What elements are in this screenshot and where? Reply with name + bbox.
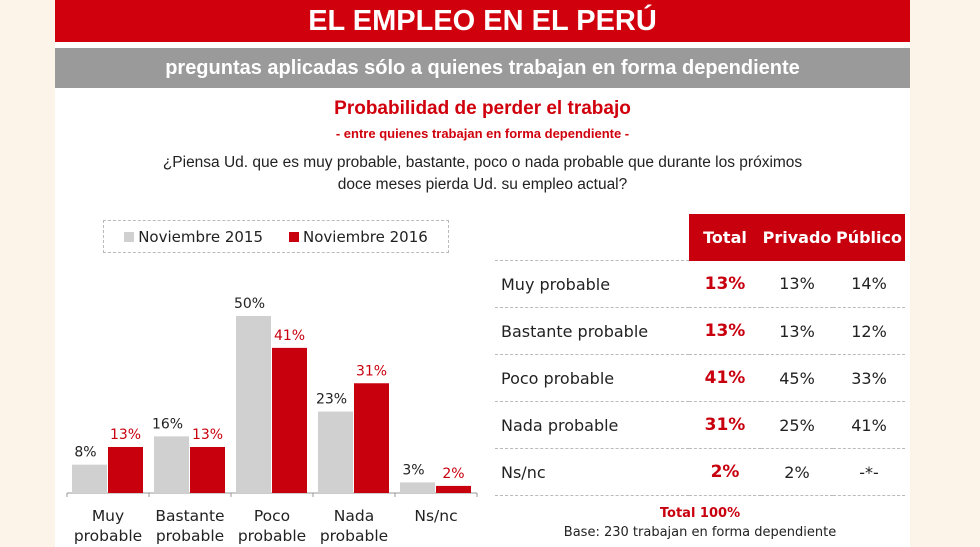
cell-total: 2% xyxy=(689,448,761,496)
data-label: 16% xyxy=(152,416,183,432)
cell-privado: 25% xyxy=(761,401,833,449)
category-label: probable xyxy=(238,527,306,545)
category-label: Bastante xyxy=(155,507,224,525)
header-total: Total xyxy=(689,214,761,261)
table-row: Poco probable 41% 45% 33% xyxy=(495,354,905,402)
data-label: 8% xyxy=(74,445,96,461)
row-label: Muy probable xyxy=(495,260,689,308)
cell-publico: 41% xyxy=(833,401,905,449)
table-total: Total 100% xyxy=(659,506,741,521)
cell-total: 41% xyxy=(689,354,761,402)
cell-publico: -*- xyxy=(833,448,905,496)
chart-subtitle: - entre quienes trabajan en forma depend… xyxy=(335,126,630,141)
legend-swatch xyxy=(124,231,135,242)
legend-item-2015: Noviembre 2015 xyxy=(124,228,263,246)
legend-label: Noviembre 2015 xyxy=(138,227,263,246)
data-label: 23% xyxy=(316,392,347,408)
cell-total: 13% xyxy=(689,307,761,355)
header-privado: Privado xyxy=(761,214,833,261)
bar-2016 xyxy=(108,446,143,493)
bar-2016 xyxy=(354,383,389,493)
row-label: Ns/nc xyxy=(495,448,689,496)
data-label: 2% xyxy=(442,466,464,482)
chart-legend: Noviembre 2015 Noviembre 2016 xyxy=(103,220,449,253)
cell-privado: 45% xyxy=(761,354,833,402)
data-label: 3% xyxy=(402,462,424,478)
bar-2015 xyxy=(318,411,353,493)
table-row: Bastante probable 13% 13% 12% xyxy=(495,307,905,355)
cell-privado: 13% xyxy=(761,307,833,355)
cell-total: 31% xyxy=(689,401,761,449)
cell-publico: 33% xyxy=(833,354,905,402)
cell-privado: 13% xyxy=(761,260,833,308)
cell-total: 13% xyxy=(689,260,761,308)
bar-2015 xyxy=(236,316,271,493)
data-label: 41% xyxy=(274,328,305,344)
header-publico: Público xyxy=(833,214,905,261)
chart-title: Probabilidad de perder el trabajo xyxy=(334,98,631,119)
survey-question: ¿Piensa Ud. que es muy probable, bastant… xyxy=(162,154,803,193)
row-label: Nada probable xyxy=(495,401,689,449)
data-label: 31% xyxy=(356,363,387,379)
cell-publico: 12% xyxy=(833,307,905,355)
page-subheader: preguntas aplicadas sólo a quienes traba… xyxy=(55,48,910,88)
data-label: 50% xyxy=(234,296,265,312)
table-base: Base: 230 trabajan en forma dependiente xyxy=(563,525,837,540)
category-label: Nada xyxy=(334,507,374,525)
category-label: Poco xyxy=(254,507,290,525)
cell-publico: 14% xyxy=(833,260,905,308)
cell-privado: 2% xyxy=(761,448,833,496)
category-label: probable xyxy=(320,527,388,545)
category-label: Ns/nc xyxy=(414,507,457,525)
table-row: Muy probable 13% 13% 14% xyxy=(495,260,905,308)
bar-2016 xyxy=(272,347,307,493)
bar-2015 xyxy=(400,482,435,493)
legend-swatch xyxy=(289,231,299,242)
category-label: probable xyxy=(74,527,142,545)
data-label: 13% xyxy=(110,427,141,443)
category-label: Muy xyxy=(92,507,124,525)
row-label: Bastante probable xyxy=(495,307,689,355)
table-row: Nada probable 31% 25% 41% xyxy=(495,401,905,449)
page-header: EL EMPLEO EN EL PERÚ xyxy=(55,0,910,42)
table-row: Ns/nc 2% 2% -*- xyxy=(495,448,905,496)
category-label: probable xyxy=(156,527,224,545)
bar-2015 xyxy=(72,464,107,493)
bar-2015 xyxy=(154,436,189,493)
bar-2016 xyxy=(190,446,225,493)
legend-label: Noviembre 2016 xyxy=(303,227,428,246)
data-label: 13% xyxy=(192,427,223,443)
table-header-row: Total Privado Público xyxy=(495,214,905,261)
bar-2016 xyxy=(436,485,471,493)
results-table: Total Privado Público Muy probable 13% 13%… xyxy=(495,214,905,496)
row-label: Poco probable xyxy=(495,354,689,402)
legend-item-2016: Noviembre 2016 xyxy=(289,228,428,246)
